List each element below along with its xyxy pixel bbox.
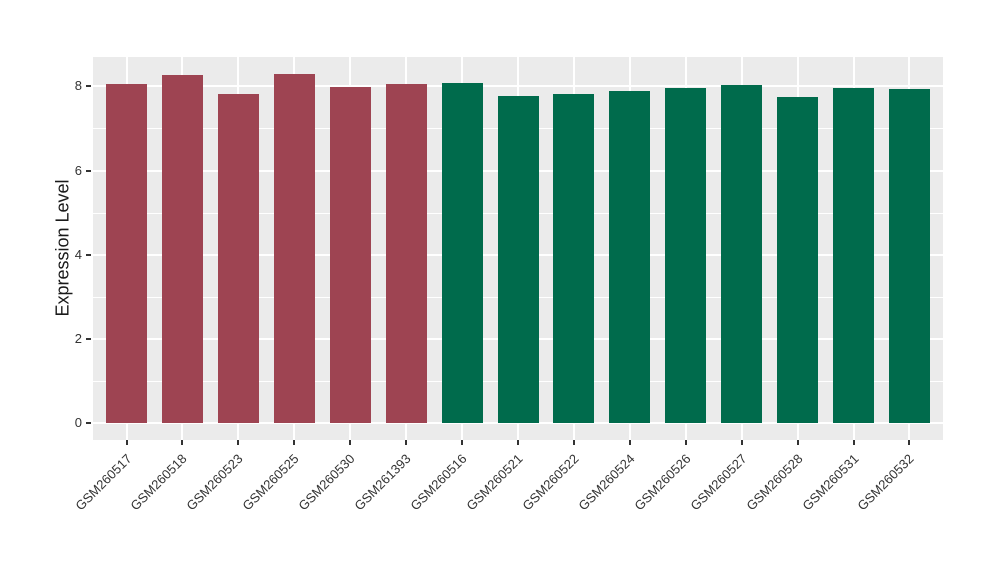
x-tick-label: GSM260521	[463, 451, 526, 514]
x-tick-label: GSM260516	[407, 451, 470, 514]
x-tick-label: GSM260528	[743, 451, 806, 514]
y-tick-label: 2	[74, 331, 82, 346]
bar	[498, 96, 539, 423]
x-tick-mark	[573, 440, 575, 445]
plot-panel	[93, 57, 943, 440]
bar	[442, 83, 483, 423]
bar	[833, 88, 874, 423]
x-tick-mark	[685, 440, 687, 445]
x-tick-label: GSM260530	[295, 451, 358, 514]
y-tick-mark	[86, 170, 91, 172]
x-axis-labels: GSM260517 GSM260518 GSM260523 GSM260525 GSM2…	[0, 450, 1000, 580]
x-tick-mark	[853, 440, 855, 445]
y-tick-mark	[86, 422, 91, 424]
bar	[330, 87, 371, 423]
x-tick-label: GSM260526	[631, 451, 694, 514]
x-tick-label: GSM260523	[183, 451, 246, 514]
bar	[665, 88, 706, 423]
y-tick-mark	[86, 85, 91, 87]
x-tick-label: GSM260531	[799, 451, 862, 514]
x-tick-label: GSM261393	[351, 451, 414, 514]
x-tick-mark	[797, 440, 799, 445]
x-tick-label: GSM260518	[127, 451, 190, 514]
bar	[218, 94, 259, 423]
bar	[553, 94, 594, 423]
bar	[889, 89, 930, 423]
y-tick-label: 4	[74, 247, 82, 262]
x-tick-mark	[629, 440, 631, 445]
x-tick-mark	[181, 440, 183, 445]
x-tick-mark	[293, 440, 295, 445]
x-tick-mark	[349, 440, 351, 445]
x-tick-label: GSM260527	[687, 451, 750, 514]
x-tick-mark	[461, 440, 463, 445]
x-tick-mark	[405, 440, 407, 445]
y-tick-label: 0	[74, 415, 82, 430]
x-tick-mark	[126, 440, 128, 445]
bar	[162, 75, 203, 423]
bar	[721, 85, 762, 423]
y-tick-label: 6	[74, 163, 82, 178]
x-tick-label: GSM260517	[72, 451, 135, 514]
bar	[777, 97, 818, 423]
x-tick-label: GSM260525	[239, 451, 302, 514]
bar	[609, 91, 650, 423]
x-tick-mark	[237, 440, 239, 445]
x-tick-label: GSM260522	[519, 451, 582, 514]
y-tick-mark	[86, 338, 91, 340]
x-tick-label: GSM260532	[854, 451, 917, 514]
y-tick-label: 8	[74, 78, 82, 93]
bar	[274, 74, 315, 423]
x-tick-label: GSM260524	[575, 451, 638, 514]
x-tick-mark	[741, 440, 743, 445]
x-tick-mark	[908, 440, 910, 445]
x-tick-mark	[517, 440, 519, 445]
bar	[106, 84, 147, 423]
y-tick-mark	[86, 254, 91, 256]
bar	[386, 84, 427, 423]
